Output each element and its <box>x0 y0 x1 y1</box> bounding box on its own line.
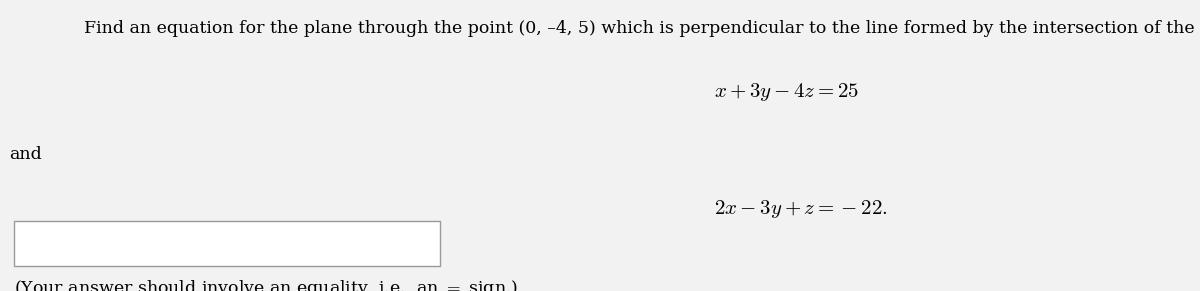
Text: $x + 3y - 4z = 25$: $x + 3y - 4z = 25$ <box>714 81 859 104</box>
FancyBboxPatch shape <box>14 221 440 266</box>
Text: (Your answer should involve an equality, i.e., an $=$ sign.): (Your answer should involve an equality,… <box>14 278 518 291</box>
Text: and: and <box>10 146 42 163</box>
Text: $2x - 3y + z = -22.$: $2x - 3y + z = -22.$ <box>714 198 888 220</box>
Text: Find an equation for the plane through the point (0, –4, 5) which is perpendicul: Find an equation for the plane through t… <box>84 20 1200 37</box>
